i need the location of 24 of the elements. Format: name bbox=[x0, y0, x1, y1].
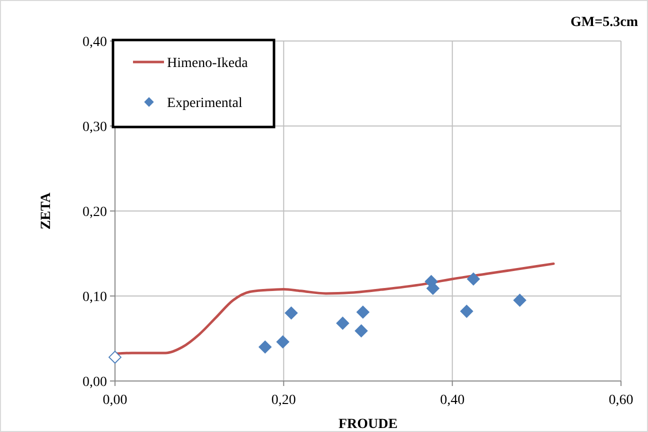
y-tick-label: 0,40 bbox=[82, 34, 107, 50]
point bbox=[466, 272, 480, 286]
point bbox=[336, 316, 350, 330]
point bbox=[276, 335, 290, 348]
x-tick-label: 0,20 bbox=[271, 393, 296, 408]
point bbox=[513, 294, 526, 307]
y-tick-label: 0,30 bbox=[82, 120, 107, 135]
point bbox=[284, 306, 298, 320]
point bbox=[356, 306, 370, 319]
text: GM=5.3cm bbox=[570, 15, 638, 30]
legend-label: Himeno-Ikeda bbox=[167, 56, 249, 71]
x-tick-label: 0,40 bbox=[440, 393, 465, 408]
y-tick-label: 0,00 bbox=[82, 374, 107, 390]
y-axis-title: ZETA bbox=[39, 192, 54, 230]
x-tick-label: 0,60 bbox=[608, 393, 634, 408]
point bbox=[108, 350, 122, 364]
legend-label: Experimental bbox=[167, 96, 243, 111]
point bbox=[258, 340, 272, 354]
point bbox=[354, 324, 368, 338]
x-axis-title: FROUDE bbox=[338, 417, 398, 432]
point bbox=[460, 304, 474, 318]
y-tick-label: 0,10 bbox=[82, 290, 107, 305]
x-tick-label: 0,00 bbox=[102, 393, 128, 408]
y-tick-label: 0,20 bbox=[82, 204, 107, 220]
